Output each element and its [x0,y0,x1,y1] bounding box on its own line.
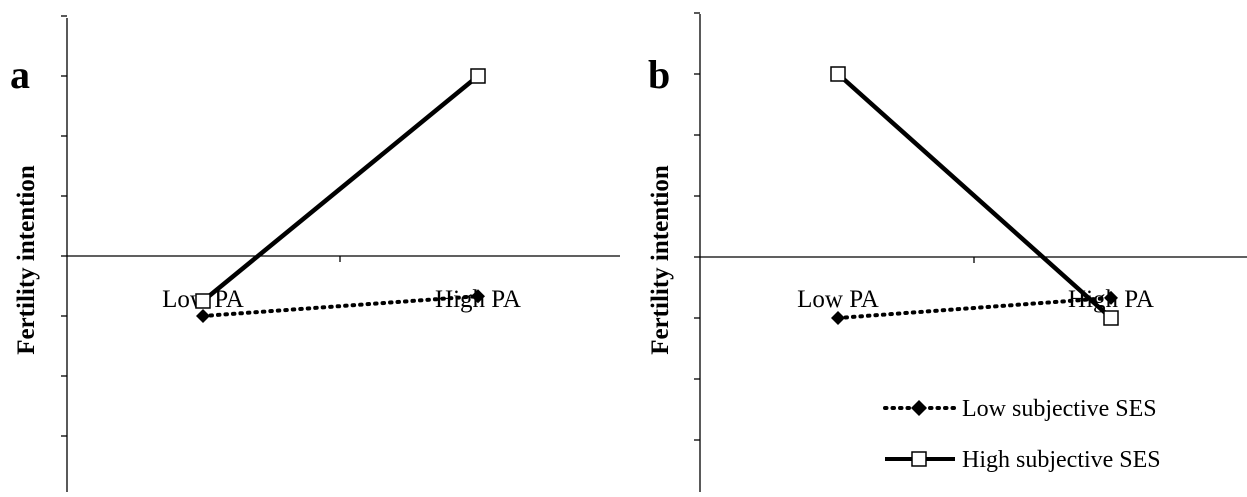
panel-b-axes [694,12,1247,492]
x-tick-label: Low PA [797,286,879,313]
panel-a-series-lines [201,74,480,318]
legend-diamond-marker [911,400,927,416]
legend-label-low-ses: Low subjective SES [962,396,1157,422]
series-line-low-ses [836,295,1113,320]
panel-a-chart: a Fertility intention Low PA High PA [10,15,620,492]
panel-b-label: b [648,52,670,97]
data-point-low-ses [471,289,485,304]
panel-a-y-axis-title: Fertility intention [13,165,40,355]
data-point-high-ses [1103,310,1119,326]
panel-b-series-lines [836,72,1113,320]
panel-a-markers [195,68,486,323]
data-point-high-ses [470,68,486,84]
legend-square-marker [911,451,927,467]
series-line-high-ses [836,72,1113,320]
data-point-low-ses [1104,290,1118,305]
data-point-low-ses [196,309,210,323]
legend-item-low-ses: Low subjective SES [883,396,1157,422]
data-point-low-ses [831,311,845,325]
series-line-high-ses [201,74,480,303]
panel-b-y-axis-title: Fertility intention [647,165,674,355]
series-line-low-ses [201,294,480,318]
legend-label-high-ses: High subjective SES [962,447,1161,473]
panel-b-markers [830,66,1119,326]
panel-a-label: a [10,52,30,97]
legend: Low subjective SES High subjective SES [883,396,1161,473]
data-point-high-ses [195,293,211,309]
legend-item-high-ses: High subjective SES [885,447,1161,473]
data-point-high-ses [830,66,846,82]
panel-a-axes [61,15,620,492]
